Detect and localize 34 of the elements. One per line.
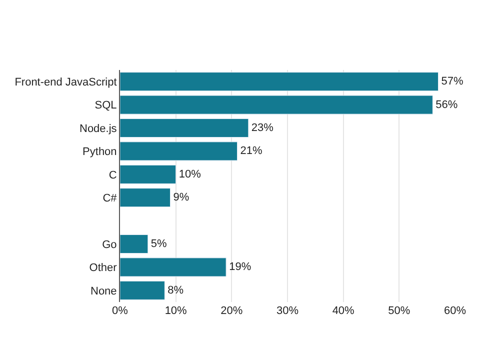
y-tick-label: C (108, 169, 117, 182)
bar (120, 188, 170, 208)
data-label: 8% (168, 284, 184, 296)
bar (120, 72, 438, 92)
bar (120, 164, 176, 184)
x-tick-label: 40% (332, 305, 355, 317)
bar (120, 234, 148, 254)
x-tick-label: 30% (276, 305, 299, 317)
x-tick-label: 50% (388, 305, 410, 317)
y-tick-label: Other (89, 262, 118, 274)
x-tick-label: 20% (220, 305, 243, 317)
data-label: 23% (251, 122, 274, 134)
y-tick-label: Python (82, 146, 117, 158)
x-tick-label: 60% (444, 305, 466, 317)
data-label: 9% (173, 192, 190, 204)
x-tick-label: 0% (112, 305, 128, 317)
bar (120, 280, 165, 300)
bar (120, 142, 238, 161)
data-label: 5% (150, 238, 168, 250)
y-tick-label: Node.js (80, 122, 118, 135)
y-tick-label: C# (102, 192, 118, 204)
y-tick-label: Go (102, 238, 117, 251)
bar (120, 95, 433, 114)
data-label: 10% (178, 168, 202, 180)
y-tick-label: None (90, 285, 117, 298)
y-tick-label: SQL (94, 100, 117, 112)
bar (120, 258, 226, 277)
data-label: 19% (229, 261, 252, 274)
data-label: 56% (436, 98, 458, 111)
bar (120, 118, 249, 138)
data-label: 57% (441, 76, 464, 88)
y-tick-label: Front-end JavaScript (14, 76, 117, 88)
data-label: 21% (240, 145, 262, 158)
x-tick-label: 10% (164, 305, 188, 317)
